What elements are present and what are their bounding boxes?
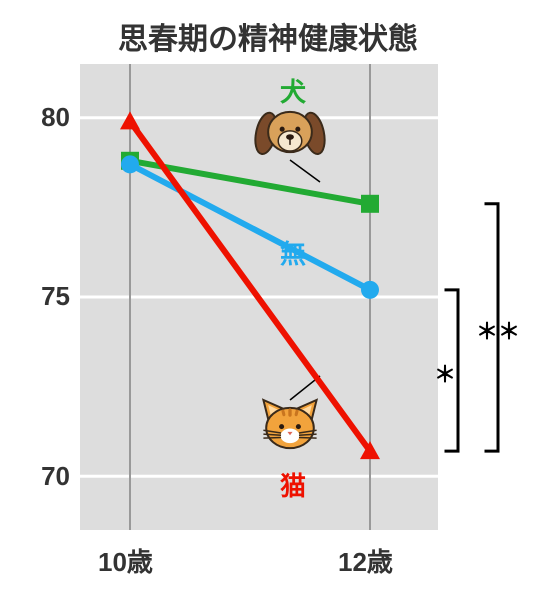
ytick-label: 70 <box>41 461 70 492</box>
ytick-label: 80 <box>41 102 70 133</box>
chart-stage: 思春期の精神健康状態 70 75 80 10歳 12歳 犬 無 猫 ＊ ＊＊ <box>0 0 544 590</box>
sig-label-1: ＊＊ <box>476 314 520 346</box>
sig-label-0: ＊ <box>434 357 456 389</box>
series-label-cat: 猫 <box>280 466 306 503</box>
series-line-cat <box>130 121 370 451</box>
marker-nasi <box>121 155 139 173</box>
marker-nasi <box>361 281 379 299</box>
cat-icon <box>263 400 316 448</box>
chart-svg <box>0 0 544 590</box>
xtick-0: 10歳 <box>98 542 153 579</box>
series-label-nasi: 無 <box>280 234 306 271</box>
ytick-label: 75 <box>41 281 70 312</box>
series-label-dog: 犬 <box>280 72 306 109</box>
leader-line-dog <box>290 160 320 182</box>
marker-cat <box>120 111 140 129</box>
marker-dog <box>361 195 379 213</box>
xtick-1: 12歳 <box>338 542 393 579</box>
chart-title: 思春期の精神健康状態 <box>118 14 418 58</box>
dog-icon <box>252 111 328 156</box>
